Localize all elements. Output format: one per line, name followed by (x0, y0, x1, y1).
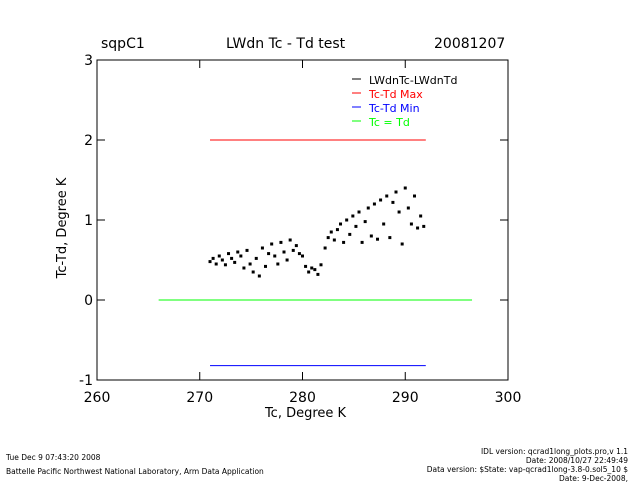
data-point (326, 236, 330, 240)
data-point (351, 214, 355, 218)
data-point (291, 248, 295, 252)
chart-title: LWdn Tc - Td test (226, 36, 346, 52)
x-tick-label: 290 (392, 390, 419, 406)
data-point (360, 240, 364, 244)
data-point (342, 240, 346, 244)
data-point (354, 224, 358, 228)
y-tick-label: 3 (84, 53, 93, 69)
footer-timestamp: Tue Dec 9 07:43:20 2008 (6, 453, 101, 462)
data-point (217, 254, 221, 258)
data-point (348, 232, 352, 236)
footer-data-version: Data version: $State: vap-qcrad1long-3.8… (426, 465, 628, 474)
data-point (254, 256, 258, 260)
data-point (345, 218, 349, 222)
data-point (366, 206, 370, 210)
data-point (379, 198, 383, 202)
x-tick-label: 270 (186, 390, 213, 406)
data-point (310, 266, 314, 270)
data-point (394, 190, 398, 194)
data-point (319, 263, 323, 267)
data-point (220, 258, 224, 262)
data-point (307, 270, 311, 274)
data-point (279, 240, 283, 244)
data-point (400, 242, 404, 246)
x-tick-label: 260 (84, 390, 111, 406)
site-label: sqpC1 (101, 36, 145, 52)
data-point (372, 202, 376, 206)
data-point (267, 252, 271, 256)
y-tick-label: 2 (84, 133, 93, 149)
plot-frame (96, 59, 509, 381)
data-point (335, 228, 339, 232)
data-point (403, 186, 407, 190)
data-point (409, 222, 413, 226)
legend-entry: Tc-Td Min (368, 102, 420, 115)
legend-entry: LWdnTc-LWdnTd (369, 74, 457, 87)
footer-idl-version: IDL version: qcrad1long_plots.pro,v 1.1 (480, 447, 628, 456)
data-point (282, 250, 286, 254)
data-point (412, 194, 416, 198)
data-point (245, 248, 249, 252)
legend-entry: Tc-Td Max (368, 88, 423, 101)
data-point (294, 244, 298, 248)
data-point (416, 226, 420, 230)
data-point (419, 214, 423, 218)
data-point (385, 194, 389, 198)
data-point (223, 263, 227, 267)
data-point (316, 272, 320, 276)
date-label: 20081207 (434, 36, 506, 52)
data-point (422, 224, 426, 228)
data-point (208, 260, 212, 264)
data-point (304, 264, 308, 268)
legend-entry: Tc = Td (368, 116, 410, 129)
footer-idl-date: Date: 2008/10/27 22:49:49 (525, 456, 628, 465)
data-point (391, 200, 395, 204)
data-point (329, 230, 333, 234)
data-point (211, 256, 215, 260)
y-tick-label: 0 (84, 293, 93, 309)
data-point (227, 252, 231, 256)
y-tick-label: 1 (84, 213, 93, 229)
data-point (363, 220, 367, 224)
footer-lab: Battelle Pacific Northwest National Labo… (6, 467, 264, 476)
data-point (323, 246, 327, 250)
data-point (257, 274, 261, 278)
data-point (242, 266, 246, 270)
data-point (273, 254, 277, 258)
data-point (332, 238, 336, 242)
data-point (276, 262, 280, 266)
data-point (388, 236, 392, 240)
y-axis-label: Tc-Td, Degree K (55, 177, 70, 279)
x-tick-label: 300 (495, 390, 522, 406)
data-point (214, 262, 218, 266)
data-point (260, 246, 264, 250)
data-point (285, 258, 289, 262)
data-point (382, 222, 386, 226)
footer-data-date: Date: 9-Dec-2008, (558, 474, 628, 483)
data-point (288, 238, 292, 242)
data-point (264, 264, 268, 268)
data-point (236, 250, 240, 254)
data-point (301, 254, 304, 258)
data-point (406, 206, 410, 210)
data-point (397, 210, 401, 214)
data-point (251, 270, 255, 274)
data-point (230, 256, 234, 260)
x-tick-label: 280 (289, 390, 316, 406)
data-point (270, 242, 274, 246)
x-axis-label: Tc, Degree K (264, 406, 347, 421)
data-point (357, 210, 361, 214)
data-point (369, 234, 373, 238)
data-point (248, 262, 252, 266)
data-point (376, 237, 380, 241)
data-point (239, 254, 243, 258)
footer-version-block: IDL version: qcrad1long_plots.pro,v 1.1 … (427, 447, 628, 483)
data-point (297, 252, 301, 256)
data-point (339, 222, 343, 226)
data-point (313, 268, 317, 272)
y-tick-label: -1 (79, 373, 93, 389)
data-point (233, 260, 237, 264)
